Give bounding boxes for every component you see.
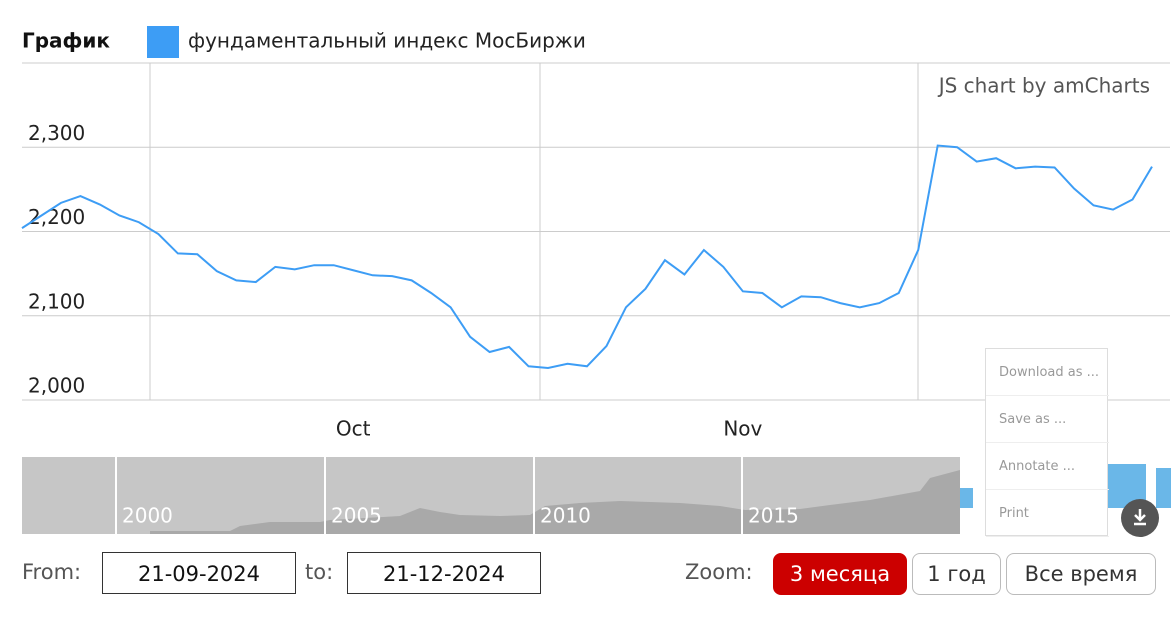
scrollbar-graph: [150, 470, 960, 534]
export-arrow: [1134, 509, 1146, 526]
y-tick-label: 2,300: [28, 121, 85, 145]
menu-item[interactable]: Save as ...: [986, 396, 1109, 443]
chart: График фундаментальный индекс МосБиржи J…: [21, 26, 1171, 534]
zoom-button[interactable]: Все время: [1006, 553, 1156, 595]
chart-title: График: [22, 29, 110, 53]
y-tick-label: 2,200: [28, 205, 85, 229]
x-tick-label: Oct: [336, 417, 371, 441]
export-menu: Download as ... Save as ... Annotate ... Pr…: [985, 348, 1109, 537]
scrollbar-label: 2000: [122, 504, 173, 528]
from-label: From:: [22, 560, 82, 584]
scrollbar-bar: [960, 488, 973, 508]
scrollbar-label: 2005: [331, 504, 382, 528]
to-label: to:: [305, 560, 334, 584]
line-series: [21, 144, 1153, 369]
credit[interactable]: JS chart by amCharts: [937, 74, 1150, 98]
menu-item[interactable]: Download as ...: [986, 349, 1109, 396]
y-tick-label: 2,100: [28, 289, 85, 313]
scrollbar-label: 2015: [748, 504, 799, 528]
scrollbar-bar: [1156, 468, 1171, 508]
menu-item[interactable]: Print: [986, 490, 1109, 537]
export-button[interactable]: [1120, 498, 1160, 538]
scrollbar-labels: 2000 2005 2010 2015: [115, 457, 799, 534]
zoom-label: Zoom:: [685, 560, 753, 584]
scrollbar-label: 2010: [540, 504, 591, 528]
zoom-button[interactable]: 1 год: [912, 553, 1001, 595]
legend-swatch[interactable]: [147, 26, 179, 58]
plot: 2,000 2,100 2,200 2,300 Oct Nov: [21, 121, 1170, 441]
x-tick-label: Nov: [723, 417, 762, 441]
zoom-button[interactable]: 3 месяца: [773, 553, 907, 595]
legend-label[interactable]: фундаментальный индекс МосБиржи: [188, 29, 586, 53]
y-tick-label: 2,000: [28, 374, 85, 398]
menu-item[interactable]: Annotate ...: [986, 443, 1109, 490]
to-input[interactable]: 21-12-2024: [347, 552, 541, 594]
from-input[interactable]: 21-09-2024: [102, 552, 296, 594]
